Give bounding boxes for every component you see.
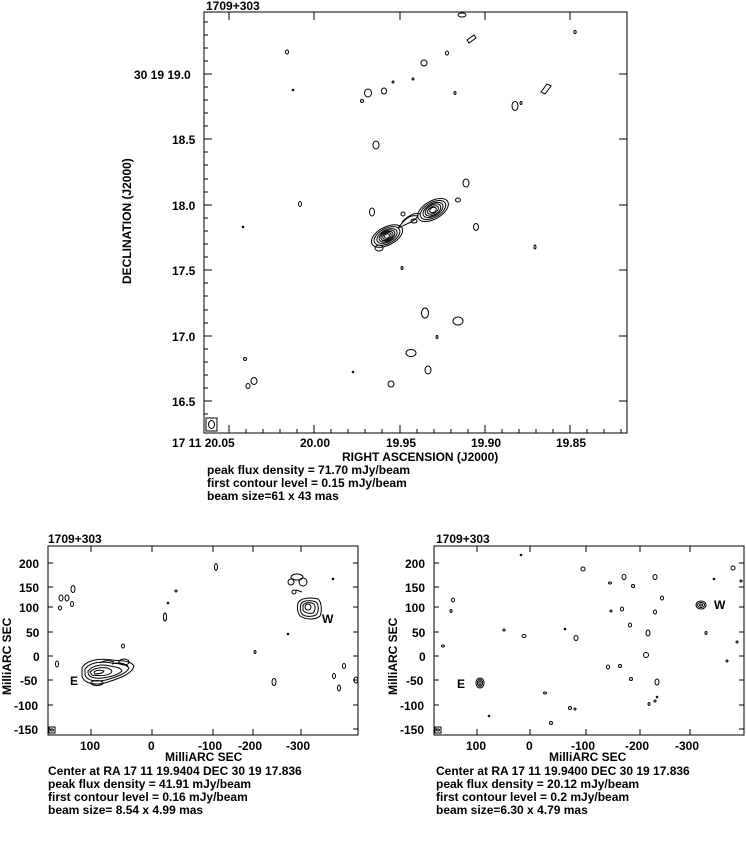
bl-y-tick-0: -150 xyxy=(14,723,38,737)
br-y-axis-label: MilliARC SEC xyxy=(386,617,400,695)
top-y-tick-5: 30 19 19.0 xyxy=(134,68,191,82)
br-east-component xyxy=(475,677,485,689)
br-x-tick-2: -100 xyxy=(571,739,595,753)
bl-caption-peak: peak flux density = 41.91 mJy/beam xyxy=(48,777,252,791)
bl-caption-center: Center at RA 17 11 19.9404 DEC 30 19 17.… xyxy=(48,764,302,778)
br-caption-beam: beam size=6.30 x 4.79 mas xyxy=(436,803,588,817)
bl-y-tick-labels: -150 -100 -50 0 50 100 150 200 xyxy=(14,557,40,737)
bl-noise-contours xyxy=(55,563,359,692)
top-x-ticks xyxy=(228,12,622,433)
bl-east-component xyxy=(81,658,135,686)
br-y-tick-2: -50 xyxy=(406,674,424,688)
br-y-tick-0: -150 xyxy=(400,723,424,737)
bl-x-tick-4: -300 xyxy=(286,739,310,753)
top-x-tick-4: 19.85 xyxy=(556,436,586,450)
bl-west-component xyxy=(287,573,322,620)
top-beam-indicator xyxy=(205,417,218,432)
br-caption-center: Center at RA 17 11 19.9400 DEC 30 19 17.… xyxy=(436,764,690,778)
bl-caption-beam: beam size= 8.54 x 4.99 mas xyxy=(48,803,204,817)
br-y-tick-labels: -150 -100 -50 0 50 100 150 200 xyxy=(400,557,426,737)
br-x-tick-labels: 100 0 -100 -200 -300 xyxy=(466,739,699,753)
top-caption-beam: beam size=61 x 43 mas xyxy=(207,489,339,503)
br-west-component xyxy=(695,600,707,610)
top-x-tick-labels: 17 11 20.05 20.00 19.95 19.90 19.85 xyxy=(172,436,586,450)
br-noise-contours xyxy=(441,553,743,725)
br-label-east: E xyxy=(457,677,465,691)
top-caption-peak: peak flux density = 71.70 mJy/beam xyxy=(207,463,411,477)
br-x-ticks xyxy=(476,546,691,735)
br-y-tick-3: 0 xyxy=(419,650,426,664)
br-caption: Center at RA 17 11 19.9400 DEC 30 19 17.… xyxy=(436,765,690,817)
br-x-tick-4: -300 xyxy=(675,739,699,753)
bl-x-axis-label: MilliARC SEC xyxy=(165,750,243,764)
top-y-tick-labels: 16.5 17.0 17.5 18.0 18.5 30 19 19.0 xyxy=(134,68,196,409)
bl-y-tick-6: 150 xyxy=(19,581,39,595)
top-panel-title: 1709+303 xyxy=(206,0,260,13)
top-y-tick-2: 17.5 xyxy=(172,264,196,278)
top-x-axis-label: RIGHT ASCENSION (J2000) xyxy=(342,450,498,464)
bl-caption: Center at RA 17 11 19.9404 DEC 30 19 17.… xyxy=(48,765,302,817)
bl-y-tick-3: 0 xyxy=(33,650,40,664)
bl-y-tick-5: 100 xyxy=(19,601,39,615)
top-y-tick-0: 16.5 xyxy=(172,395,196,409)
br-y-tick-1: -100 xyxy=(400,699,424,713)
bl-y-tick-4: 50 xyxy=(26,626,40,640)
br-panel-title: 1709+303 xyxy=(436,532,490,546)
br-x-tick-3: -200 xyxy=(625,739,649,753)
br-x-axis-label: MilliARC SEC xyxy=(549,750,627,764)
top-x-tick-2: 19.95 xyxy=(386,436,416,450)
bl-y-axis-label: MilliARC SEC xyxy=(0,617,14,695)
top-noise-contours xyxy=(241,12,577,389)
br-y-ticks xyxy=(434,562,744,730)
top-source-contours xyxy=(369,178,479,252)
bottom-left-frame xyxy=(47,545,359,736)
top-caption-contour: first contour level = 0.15 mJy/beam xyxy=(207,476,407,490)
bl-caption-contour: first contour level = 0.16 mJy/beam xyxy=(48,790,248,804)
top-x-tick-3: 19.90 xyxy=(471,436,501,450)
br-caption-peak: peak flux density = 20.12 mJy/beam xyxy=(436,777,640,791)
top-caption: peak flux density = 71.70 mJy/beam first… xyxy=(207,464,410,503)
br-y-tick-5: 100 xyxy=(405,601,425,615)
bl-x-tick-1: 0 xyxy=(148,739,155,753)
top-y-axis-label: DECLINATION (J2000) xyxy=(120,158,134,284)
bl-y-tick-2: -50 xyxy=(20,674,38,688)
br-label-west: W xyxy=(714,598,726,612)
br-x-tick-0: 100 xyxy=(466,739,486,753)
bl-x-tick-0: 100 xyxy=(80,739,100,753)
bl-y-ticks xyxy=(48,562,358,730)
bottom-right-frame xyxy=(433,545,745,736)
br-x-tick-1: 0 xyxy=(526,739,533,753)
br-beam-indicator xyxy=(434,726,442,734)
top-x-tick-0: 17 11 20.05 xyxy=(172,436,235,450)
bl-label-west: W xyxy=(322,612,334,626)
bl-beam-indicator xyxy=(48,726,56,734)
bl-x-tick-3: -200 xyxy=(238,739,262,753)
bl-y-tick-1: -100 xyxy=(14,699,38,713)
br-y-tick-7: 200 xyxy=(405,557,425,571)
bl-x-tick-labels: 100 0 -100 -200 -300 xyxy=(80,739,310,753)
top-x-tick-1: 20.00 xyxy=(300,436,330,450)
bl-y-tick-7: 200 xyxy=(19,557,39,571)
top-y-tick-1: 17.0 xyxy=(172,330,196,344)
bl-label-east: E xyxy=(70,674,78,688)
top-y-tick-3: 18.0 xyxy=(172,199,196,213)
br-y-tick-4: 50 xyxy=(412,626,426,640)
top-y-tick-4: 18.5 xyxy=(172,133,196,147)
br-y-tick-6: 150 xyxy=(405,581,425,595)
top-panel-frame xyxy=(203,11,628,434)
br-caption-contour: first contour level = 0.2 mJy/beam xyxy=(436,790,630,804)
top-y-ticks xyxy=(204,21,627,415)
bl-panel-title: 1709+303 xyxy=(48,532,102,546)
bl-x-ticks xyxy=(90,546,302,735)
bl-x-tick-2: -100 xyxy=(198,739,222,753)
